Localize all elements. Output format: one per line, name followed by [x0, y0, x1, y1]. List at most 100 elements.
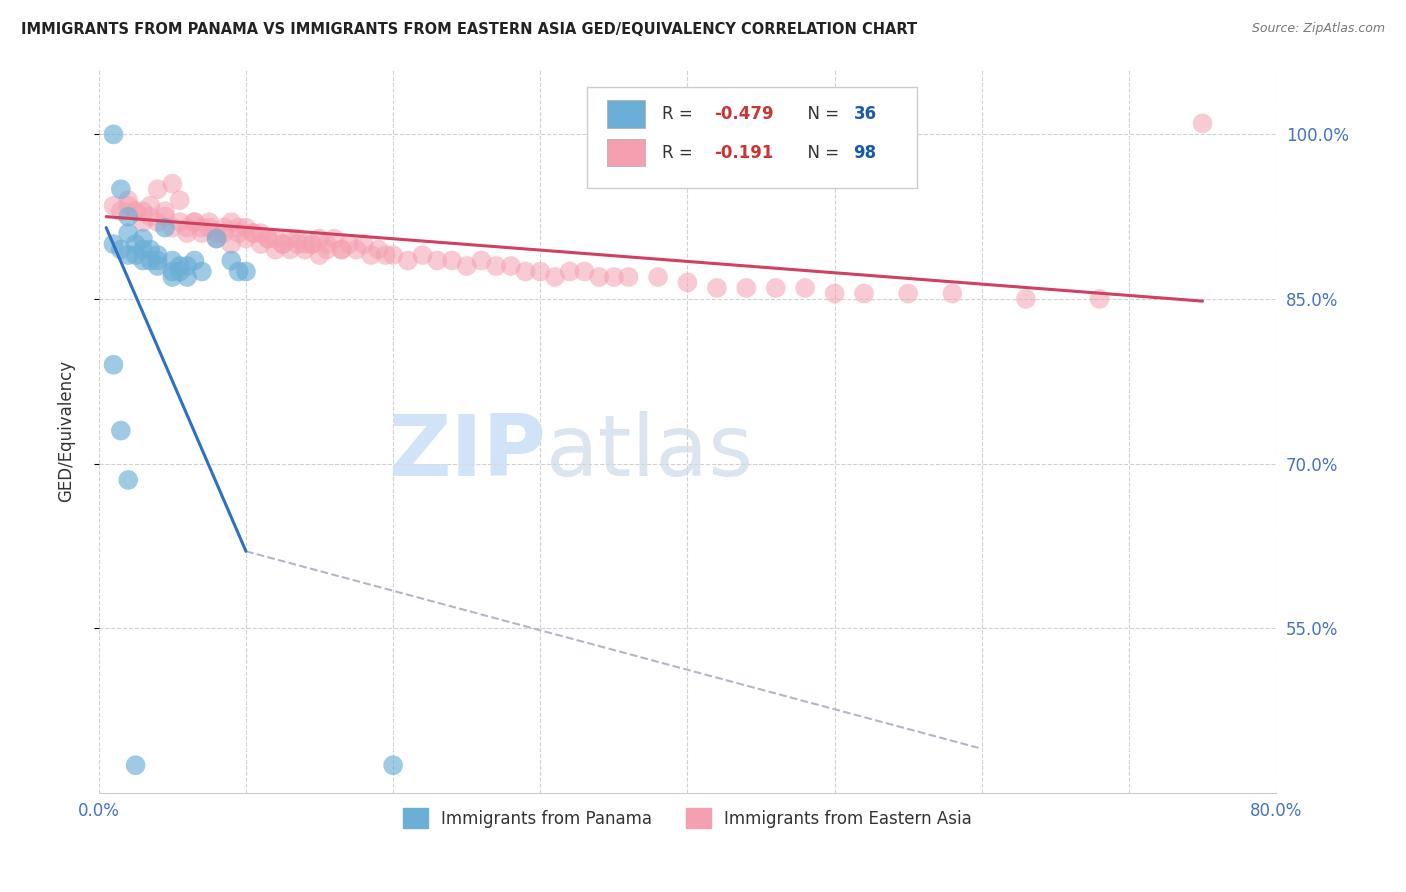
- Point: [183, 253, 205, 268]
- Point: [110, 204, 132, 219]
- Point: [103, 128, 125, 142]
- Point: [499, 259, 522, 273]
- Point: [287, 237, 309, 252]
- Point: [278, 243, 301, 257]
- Point: [1015, 292, 1038, 306]
- Point: [117, 226, 139, 240]
- Point: [367, 243, 389, 257]
- Point: [146, 215, 169, 229]
- Point: [162, 270, 184, 285]
- Point: [124, 204, 146, 219]
- Point: [139, 210, 162, 224]
- Point: [440, 253, 463, 268]
- Point: [353, 237, 375, 252]
- Point: [153, 220, 176, 235]
- Point: [287, 231, 309, 245]
- Point: [228, 226, 250, 240]
- Point: [344, 243, 367, 257]
- Point: [249, 226, 271, 240]
- Point: [360, 248, 382, 262]
- Point: [853, 286, 876, 301]
- Point: [301, 237, 323, 252]
- Y-axis label: GED/Equivalency: GED/Equivalency: [58, 359, 75, 501]
- Point: [176, 226, 198, 240]
- FancyBboxPatch shape: [588, 87, 917, 188]
- Point: [794, 281, 817, 295]
- Point: [235, 220, 257, 235]
- Point: [603, 270, 626, 285]
- Point: [117, 473, 139, 487]
- Point: [110, 182, 132, 196]
- Point: [212, 220, 235, 235]
- Point: [191, 264, 214, 278]
- Point: [169, 264, 191, 278]
- Point: [544, 270, 567, 285]
- Point: [117, 210, 139, 224]
- Text: -0.479: -0.479: [714, 105, 775, 123]
- Point: [294, 243, 316, 257]
- Point: [228, 220, 250, 235]
- Point: [588, 270, 610, 285]
- Point: [330, 243, 353, 257]
- Point: [153, 210, 176, 224]
- Point: [735, 281, 758, 295]
- Point: [249, 237, 271, 252]
- Point: [153, 204, 176, 219]
- Point: [1088, 292, 1111, 306]
- Text: Source: ZipAtlas.com: Source: ZipAtlas.com: [1251, 22, 1385, 36]
- Point: [205, 226, 228, 240]
- Point: [315, 237, 337, 252]
- Point: [176, 220, 198, 235]
- Text: N =: N =: [797, 105, 845, 123]
- Point: [139, 253, 162, 268]
- Text: N =: N =: [797, 144, 845, 161]
- Point: [382, 758, 405, 772]
- Point: [294, 237, 316, 252]
- Point: [117, 199, 139, 213]
- Point: [271, 237, 294, 252]
- Point: [124, 204, 146, 219]
- Point: [242, 226, 264, 240]
- Point: [124, 758, 146, 772]
- FancyBboxPatch shape: [607, 139, 645, 166]
- Point: [103, 199, 125, 213]
- Point: [1191, 116, 1213, 130]
- Point: [228, 264, 250, 278]
- Point: [529, 264, 551, 278]
- Point: [124, 248, 146, 262]
- Text: -0.191: -0.191: [714, 144, 773, 161]
- Point: [301, 237, 323, 252]
- Text: 36: 36: [853, 105, 876, 123]
- Point: [257, 231, 280, 245]
- Point: [191, 220, 214, 235]
- Point: [219, 253, 242, 268]
- Point: [198, 215, 221, 229]
- Point: [485, 259, 508, 273]
- FancyBboxPatch shape: [607, 101, 645, 128]
- Text: atlas: atlas: [546, 411, 754, 494]
- Point: [132, 204, 155, 219]
- Point: [574, 264, 596, 278]
- Point: [198, 220, 221, 235]
- Point: [308, 248, 330, 262]
- Text: 98: 98: [853, 144, 876, 161]
- Point: [396, 253, 419, 268]
- Point: [132, 253, 155, 268]
- Point: [176, 259, 198, 273]
- Point: [242, 226, 264, 240]
- Point: [382, 248, 405, 262]
- Point: [110, 424, 132, 438]
- Point: [426, 253, 449, 268]
- Point: [264, 231, 287, 245]
- Text: IMMIGRANTS FROM PANAMA VS IMMIGRANTS FROM EASTERN ASIA GED/EQUIVALENCY CORRELATI: IMMIGRANTS FROM PANAMA VS IMMIGRANTS FRO…: [21, 22, 917, 37]
- Point: [337, 237, 360, 252]
- Point: [330, 243, 353, 257]
- Point: [470, 253, 492, 268]
- Point: [132, 243, 155, 257]
- Point: [117, 248, 139, 262]
- Point: [146, 182, 169, 196]
- Point: [456, 259, 478, 273]
- Point: [374, 248, 396, 262]
- Point: [412, 248, 434, 262]
- Point: [257, 231, 280, 245]
